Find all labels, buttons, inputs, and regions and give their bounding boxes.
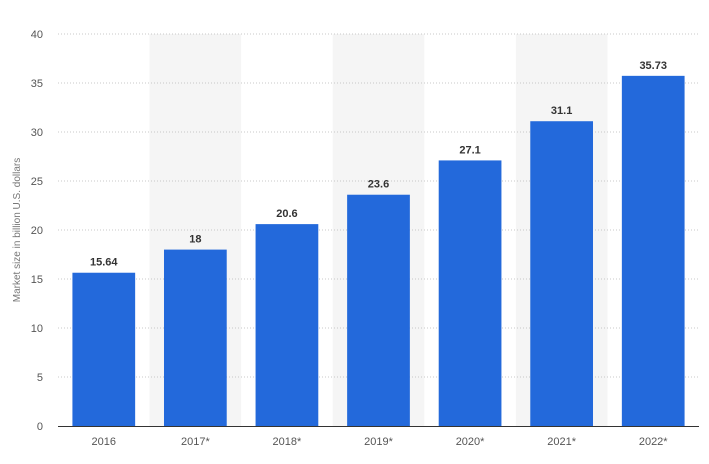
bar-2017*: [163, 249, 227, 426]
bar-2019*: [347, 194, 410, 426]
bar-2018*: [255, 224, 319, 426]
y-axis-ticks: 0 5 10 15 20 25 30 35 40: [31, 29, 43, 433]
value-label-2019*: 23.6: [368, 179, 389, 191]
value-label-2022*: 35.73: [639, 60, 667, 72]
y-axis-title: Market size in billion U.S. dollars: [12, 158, 23, 303]
y-tick-label-20: 20: [31, 225, 43, 237]
x-tick-label-2017*: 2017*: [181, 436, 210, 448]
x-axis-ticks: 2016 2017* 2018* 2019* 2020* 2021* 2022*: [92, 436, 669, 448]
value-label-2017*: 18: [189, 234, 201, 246]
x-tick-label-2016: 2016: [92, 436, 116, 448]
value-label-2016: 15.64: [90, 257, 118, 269]
bar-2022*: [621, 75, 685, 426]
x-tick-label-2021*: 2021*: [547, 436, 576, 448]
x-tick-label-2020*: 2020*: [456, 436, 485, 448]
bars: [72, 75, 685, 427]
value-labels: 15.64 18 20.6 23.6 27.1 31.1 35.73: [90, 60, 667, 269]
value-label-2021*: 31.1: [551, 105, 572, 117]
y-tick-label-35: 35: [31, 78, 43, 90]
y-tick-label-5: 5: [37, 372, 43, 384]
y-tick-label-25: 25: [31, 176, 43, 188]
y-tick-label-40: 40: [31, 29, 43, 41]
bar-2021*: [530, 121, 594, 426]
y-tick-label-0: 0: [37, 421, 43, 433]
x-tick-label-2019*: 2019*: [364, 436, 393, 448]
value-label-2018*: 20.6: [276, 208, 297, 220]
x-tick-label-2022*: 2022*: [639, 436, 668, 448]
x-tick-label-2018*: 2018*: [273, 436, 302, 448]
y-tick-label-15: 15: [31, 274, 43, 286]
y-tick-label-10: 10: [31, 323, 43, 335]
y-tick-label-30: 30: [31, 127, 43, 139]
bar-2020*: [438, 160, 502, 427]
value-label-2020*: 27.1: [459, 144, 480, 156]
bar-2016: [72, 272, 136, 426]
